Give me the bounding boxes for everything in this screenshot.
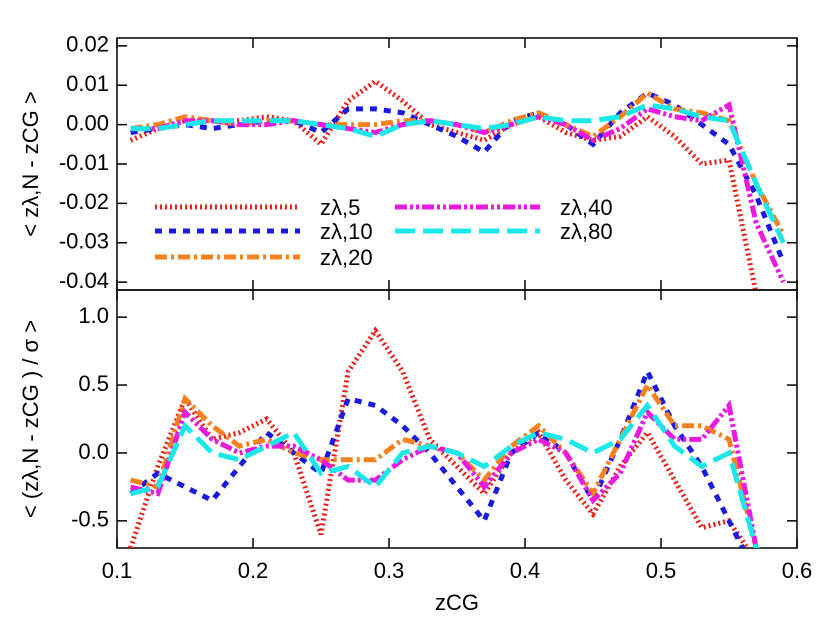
y-tick-label: 0.02 [66, 32, 109, 57]
y-tick-label: -0.03 [59, 229, 109, 254]
plot-frame [116, 37, 798, 291]
y-tick-label: 0.0 [78, 439, 109, 464]
y-axis-label: < zλ,N - zCG > [18, 91, 43, 236]
y-tick-label: -0.04 [59, 268, 109, 293]
y-tick-label: 1.0 [78, 303, 109, 328]
plot-area [128, 326, 760, 548]
data-line [129, 78, 758, 290]
y-tick-label: 0.5 [78, 371, 109, 396]
y-tick-label: -0.02 [59, 189, 109, 214]
x-tick-label: 0.6 [782, 558, 813, 583]
data-line [129, 401, 760, 548]
x-tick-label: 0.1 [102, 558, 133, 583]
data-line [128, 326, 751, 548]
legend-label: zλ,5 [320, 195, 360, 220]
data-line [129, 380, 760, 548]
data-line [129, 365, 746, 548]
x-tick-label: 0.2 [238, 558, 269, 583]
legend-label: zλ,40 [560, 195, 613, 220]
x-tick-label: 0.5 [646, 558, 677, 583]
data-line [129, 399, 760, 548]
y-tick-label: 0.00 [66, 110, 109, 135]
plot-area [129, 78, 786, 290]
x-tick-label: 0.4 [510, 558, 541, 583]
x-axis-label: zCG [435, 590, 479, 615]
legend-label: zλ,80 [560, 219, 613, 244]
y-tick-label: -0.01 [59, 150, 109, 175]
legend-label: zλ,10 [320, 219, 373, 244]
x-tick-label: 0.3 [374, 558, 405, 583]
legend-label: zλ,20 [320, 245, 373, 270]
data-line [130, 101, 786, 284]
y-tick-label: -0.5 [71, 507, 109, 532]
plot-frame [116, 289, 798, 549]
y-axis-label: < (zλ,N - zCG ) / σ > [18, 320, 43, 518]
y-tick-label: 0.01 [66, 71, 109, 96]
